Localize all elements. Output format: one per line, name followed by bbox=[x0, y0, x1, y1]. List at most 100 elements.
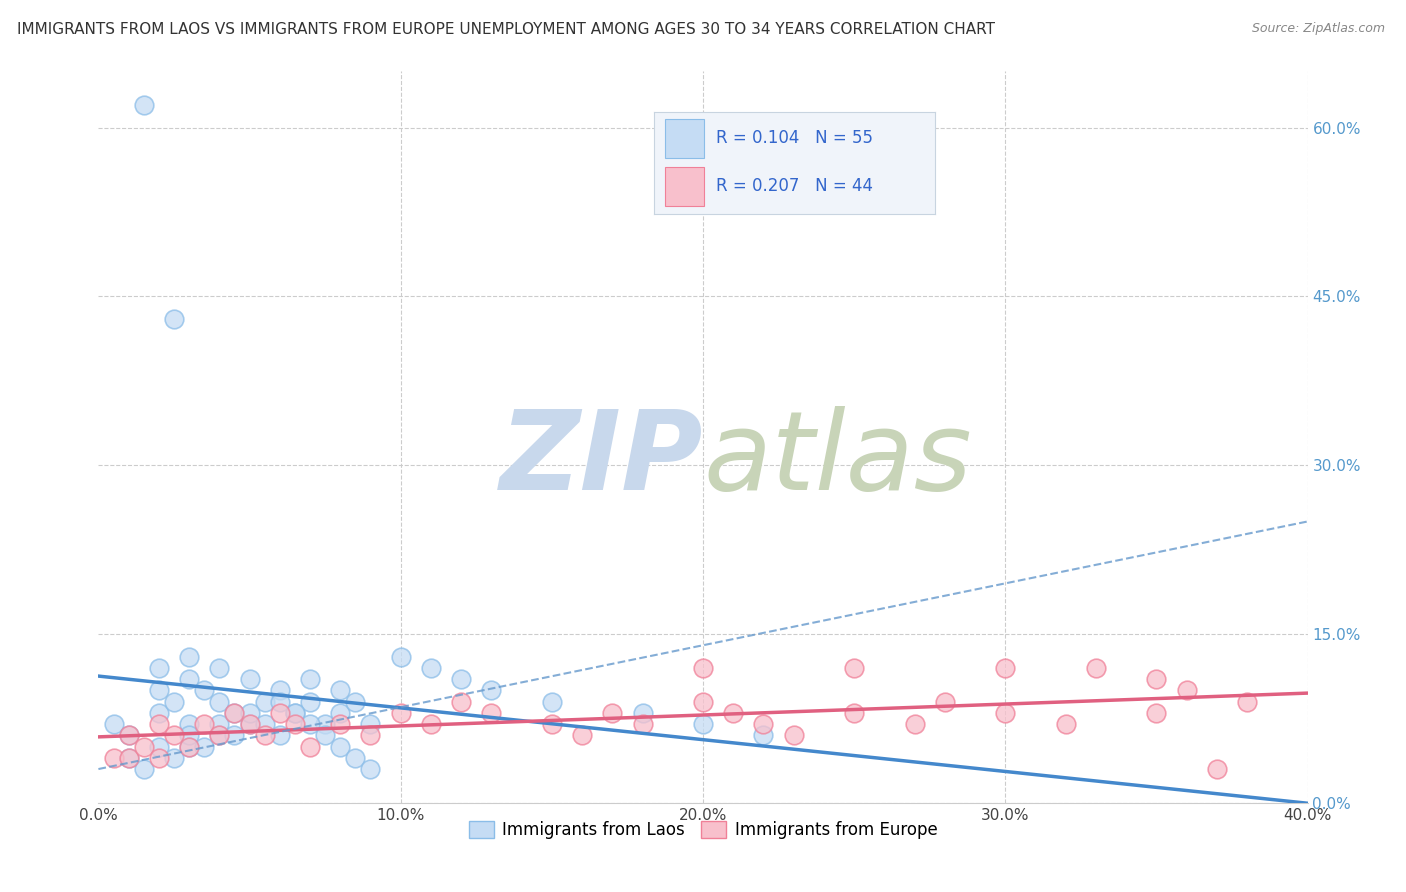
Point bbox=[239, 717, 262, 731]
Point bbox=[224, 706, 246, 720]
Point bbox=[344, 694, 367, 708]
Text: ZIP: ZIP bbox=[499, 406, 703, 513]
Point bbox=[389, 706, 412, 720]
Point bbox=[179, 649, 201, 664]
Point bbox=[1144, 706, 1167, 720]
Point bbox=[540, 717, 562, 731]
Point bbox=[208, 661, 231, 675]
Point bbox=[1236, 694, 1258, 708]
Point bbox=[540, 694, 562, 708]
Point bbox=[163, 694, 186, 708]
Point bbox=[360, 728, 382, 742]
Point bbox=[163, 751, 186, 765]
Point bbox=[420, 717, 443, 731]
Point bbox=[360, 717, 382, 731]
Point bbox=[163, 312, 186, 326]
Point bbox=[179, 728, 201, 742]
Point bbox=[118, 751, 141, 765]
Point bbox=[253, 728, 276, 742]
Point bbox=[193, 717, 215, 731]
Point bbox=[148, 739, 170, 754]
Point bbox=[360, 762, 382, 776]
Point bbox=[934, 694, 956, 708]
Point bbox=[692, 694, 714, 708]
Text: R = 0.104   N = 55: R = 0.104 N = 55 bbox=[716, 129, 873, 147]
Point bbox=[692, 661, 714, 675]
Point bbox=[148, 683, 170, 698]
Point bbox=[132, 762, 155, 776]
Point bbox=[132, 98, 155, 112]
Point bbox=[1085, 661, 1108, 675]
Point bbox=[994, 661, 1017, 675]
Point bbox=[723, 706, 745, 720]
Point bbox=[752, 717, 775, 731]
Legend: Immigrants from Laos, Immigrants from Europe: Immigrants from Laos, Immigrants from Eu… bbox=[463, 814, 943, 846]
Point bbox=[631, 706, 654, 720]
Point bbox=[208, 728, 231, 742]
Point bbox=[692, 717, 714, 731]
Point bbox=[1175, 683, 1198, 698]
Text: IMMIGRANTS FROM LAOS VS IMMIGRANTS FROM EUROPE UNEMPLOYMENT AMONG AGES 30 TO 34 : IMMIGRANTS FROM LAOS VS IMMIGRANTS FROM … bbox=[17, 22, 995, 37]
Point bbox=[299, 739, 322, 754]
Point bbox=[481, 706, 503, 720]
Point bbox=[118, 728, 141, 742]
Point bbox=[481, 683, 503, 698]
Point bbox=[132, 739, 155, 754]
Point bbox=[239, 717, 262, 731]
Point bbox=[103, 717, 125, 731]
Point bbox=[1206, 762, 1229, 776]
Point bbox=[103, 751, 125, 765]
Point bbox=[314, 717, 336, 731]
Point bbox=[253, 694, 276, 708]
Point bbox=[1054, 717, 1077, 731]
Point bbox=[208, 728, 231, 742]
Point bbox=[571, 728, 593, 742]
Point bbox=[193, 683, 215, 698]
Point bbox=[148, 661, 170, 675]
Point bbox=[389, 649, 412, 664]
Point bbox=[844, 706, 866, 720]
Point bbox=[631, 717, 654, 731]
Point bbox=[602, 706, 624, 720]
Point bbox=[783, 728, 806, 742]
Point bbox=[179, 717, 201, 731]
Text: atlas: atlas bbox=[703, 406, 972, 513]
Point bbox=[269, 706, 291, 720]
Point bbox=[299, 694, 322, 708]
Point bbox=[269, 683, 291, 698]
Text: Source: ZipAtlas.com: Source: ZipAtlas.com bbox=[1251, 22, 1385, 36]
Point bbox=[148, 717, 170, 731]
Point bbox=[284, 706, 307, 720]
Point bbox=[224, 706, 246, 720]
Point bbox=[299, 717, 322, 731]
Point bbox=[329, 706, 352, 720]
Point bbox=[904, 717, 927, 731]
Point bbox=[179, 672, 201, 686]
Point bbox=[1144, 672, 1167, 686]
Point bbox=[344, 751, 367, 765]
Point bbox=[450, 672, 472, 686]
Point bbox=[284, 717, 307, 731]
Point bbox=[179, 739, 201, 754]
Point bbox=[299, 672, 322, 686]
Point bbox=[193, 739, 215, 754]
Point bbox=[224, 728, 246, 742]
Point bbox=[118, 728, 141, 742]
Point bbox=[329, 717, 352, 731]
Point bbox=[994, 706, 1017, 720]
Point bbox=[844, 661, 866, 675]
Point bbox=[208, 694, 231, 708]
Point bbox=[450, 694, 472, 708]
Point bbox=[752, 728, 775, 742]
Point bbox=[118, 751, 141, 765]
Point bbox=[269, 728, 291, 742]
Bar bbox=[665, 167, 704, 206]
Point bbox=[148, 706, 170, 720]
Bar bbox=[665, 119, 704, 158]
Point bbox=[163, 728, 186, 742]
Point bbox=[329, 739, 352, 754]
Point bbox=[179, 739, 201, 754]
Text: R = 0.207   N = 44: R = 0.207 N = 44 bbox=[716, 178, 873, 195]
Point bbox=[208, 717, 231, 731]
Point bbox=[420, 661, 443, 675]
